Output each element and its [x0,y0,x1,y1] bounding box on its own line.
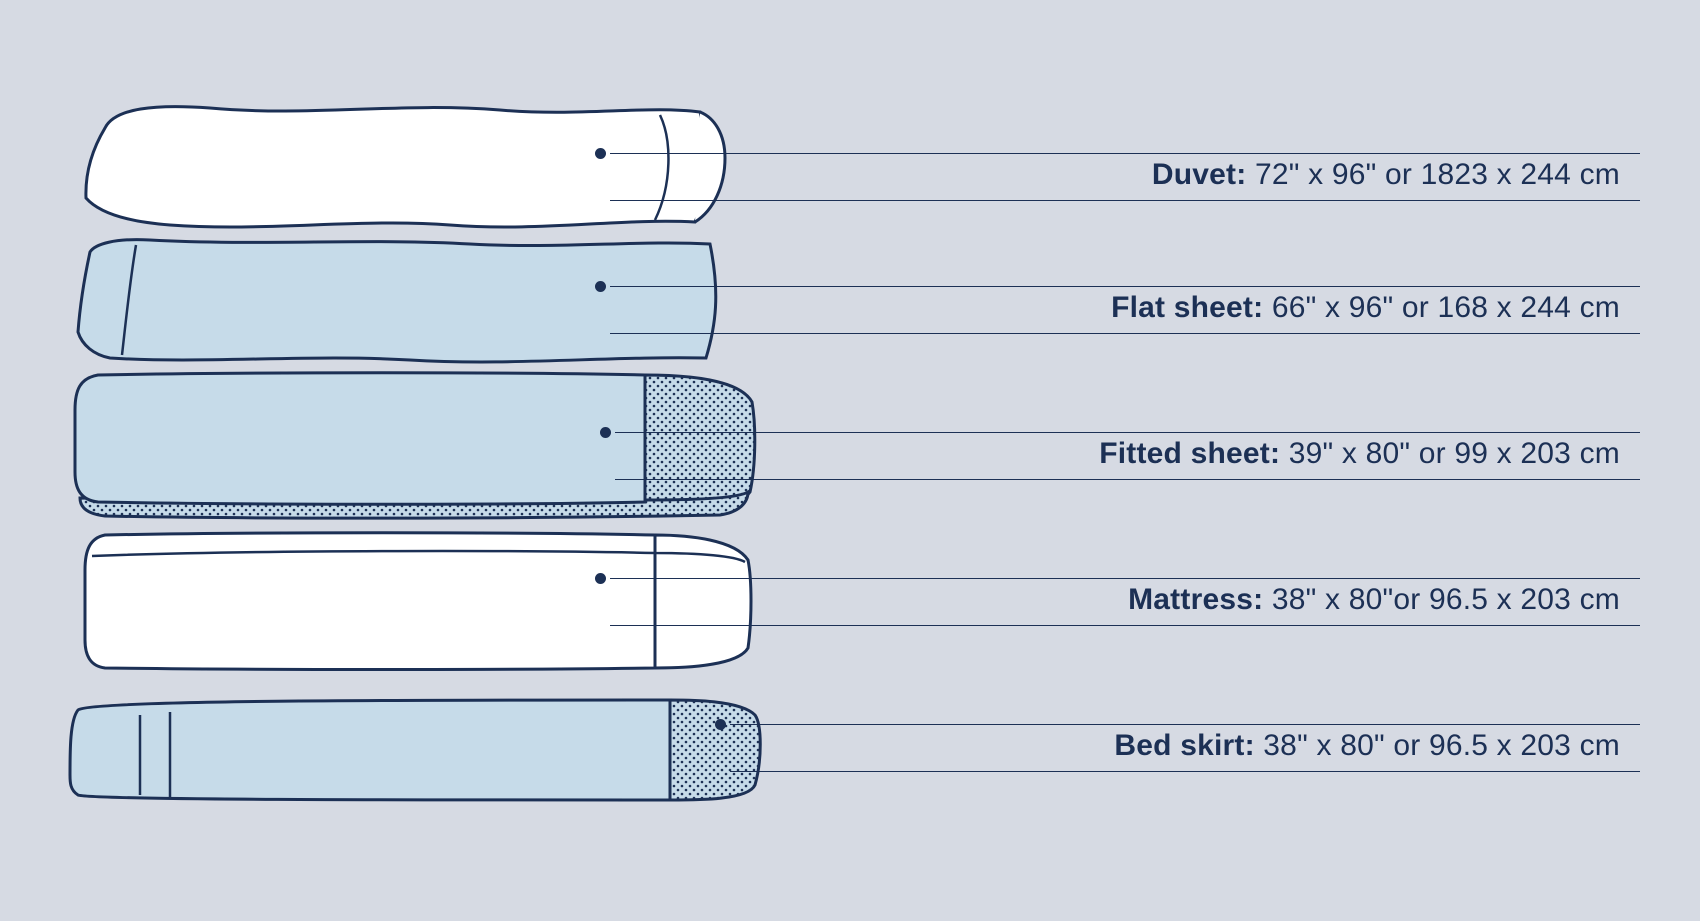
leader-line-bottom [610,625,1640,626]
leader-dot [595,148,606,159]
label-dims: 72" x 96" or 1823 x 244 cm [1246,158,1620,191]
leader-dot [600,427,611,438]
leader-line-top [615,432,1640,433]
flat-sheet-layer [78,240,716,362]
leader-line-bottom [730,771,1640,772]
label-name: Duvet: [1152,158,1247,191]
label-text-bed-skirt: Bed skirt: 38" x 80" or 96.5 x 203 cm [1114,729,1620,763]
label-text-mattress: Mattress: 38" x 80"or 96.5 x 203 cm [1128,583,1620,617]
leader-line-bottom [610,200,1640,201]
label-text-fitted-sheet: Fitted sheet: 39" x 80" or 99 x 203 cm [1099,437,1620,471]
leader-line-top [610,578,1640,579]
leader-line-top [610,153,1640,154]
label-row-bed-skirt: Bed skirt: 38" x 80" or 96.5 x 203 cm [0,0,1700,1]
leader-line-top [610,286,1640,287]
label-dims: 38" x 80" or 96.5 x 203 cm [1255,729,1620,762]
label-text-duvet: Duvet: 72" x 96" or 1823 x 244 cm [1152,158,1620,192]
label-name: Fitted sheet: [1099,437,1280,470]
label-name: Flat sheet: [1111,291,1263,324]
leader-line-top [730,724,1640,725]
label-dims: 66" x 96" or 168 x 244 cm [1263,291,1620,324]
label-dims: 39" x 80" or 99 x 203 cm [1280,437,1620,470]
fitted-sheet-layer [75,373,755,518]
leader-line-bottom [610,333,1640,334]
mattress-layer [85,533,751,670]
leader-dot [595,573,606,584]
leader-line-bottom [615,479,1640,480]
duvet-layer [86,107,725,227]
label-name: Bed skirt: [1114,729,1254,762]
label-text-flat-sheet: Flat sheet: 66" x 96" or 168 x 244 cm [1111,291,1620,325]
label-name: Mattress: [1128,583,1263,616]
label-dims: 38" x 80"or 96.5 x 203 cm [1263,583,1620,616]
bed-skirt-layer [70,700,760,800]
leader-dot [715,719,726,730]
leader-dot [595,281,606,292]
